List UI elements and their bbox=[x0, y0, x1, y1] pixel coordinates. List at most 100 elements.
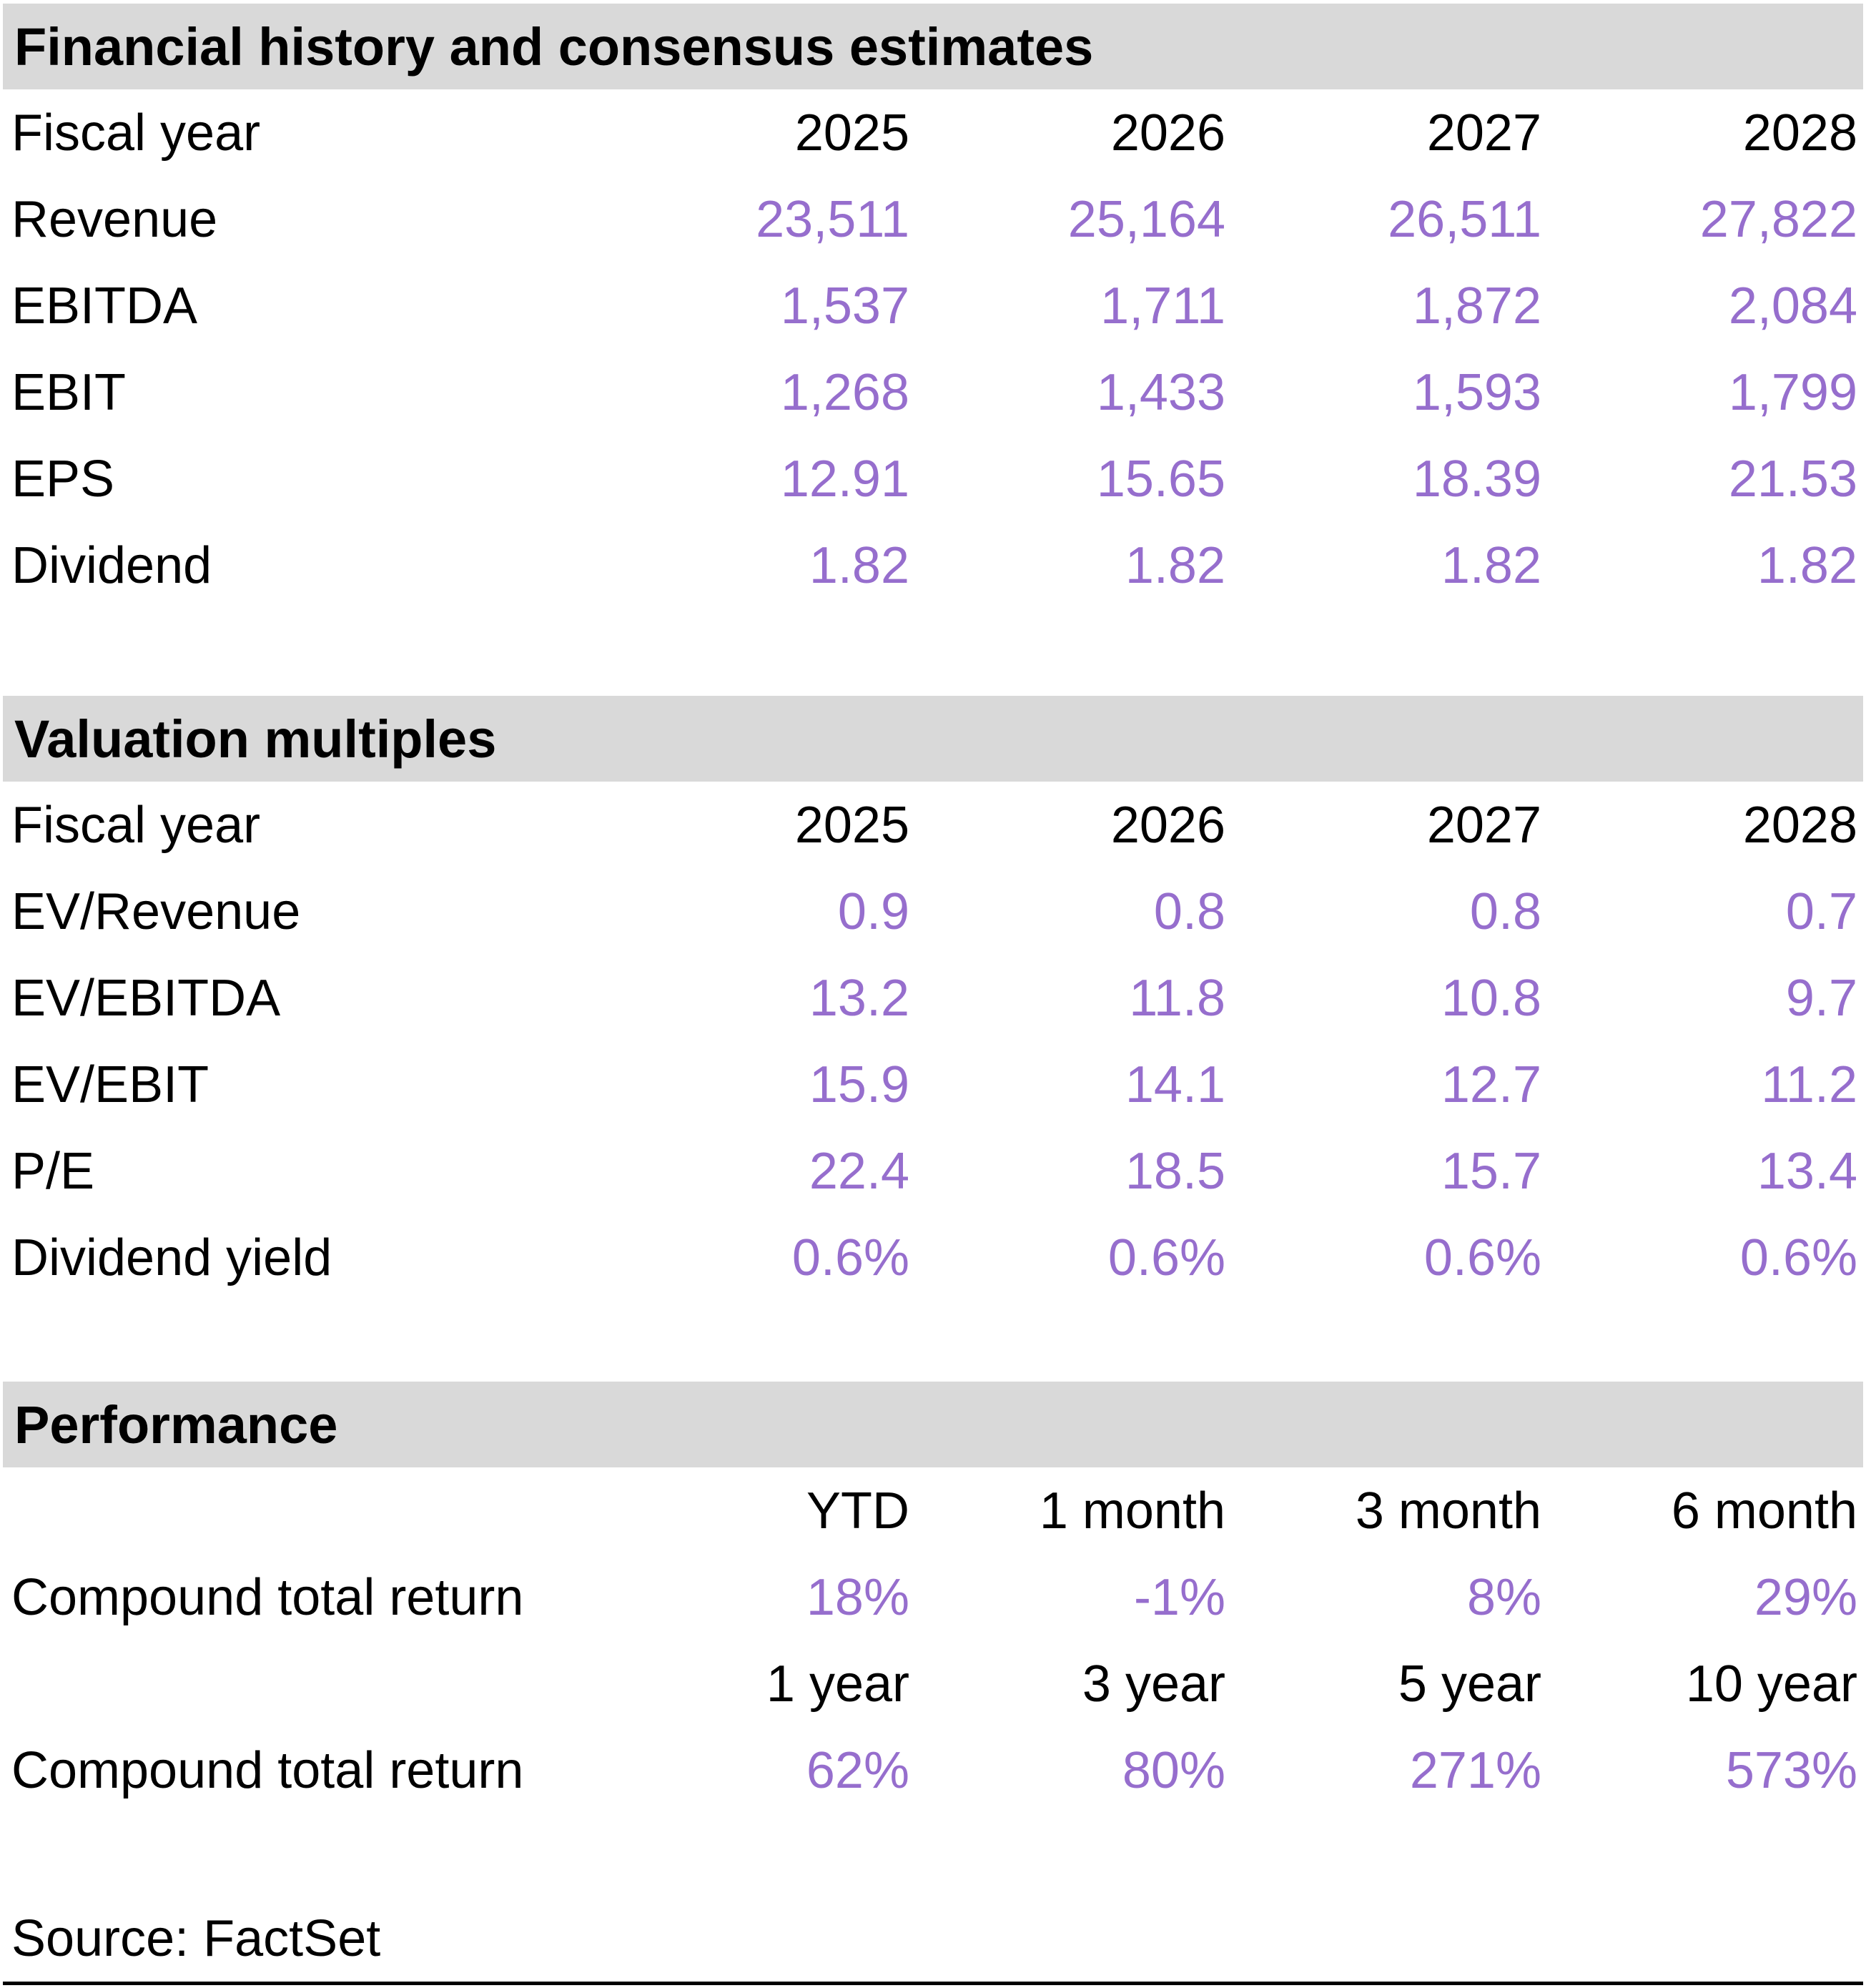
cell-value: 0.6% bbox=[1739, 1229, 1857, 1286]
cell-value: 21.53 bbox=[1728, 450, 1857, 508]
cell-value: 0.9 bbox=[837, 882, 909, 940]
column-header-year: 2026 bbox=[1110, 796, 1225, 854]
financial-summary-page: Financial history and consensus estimate… bbox=[0, 4, 1866, 1985]
section-title: Valuation multiples bbox=[14, 709, 497, 769]
cell-value: 15.7 bbox=[1441, 1142, 1541, 1200]
row-label: Compound total return bbox=[11, 1568, 524, 1626]
bottom-rule bbox=[3, 1982, 1863, 1985]
cell-value: 1,268 bbox=[780, 363, 909, 421]
row-label: EBITDA bbox=[11, 277, 198, 335]
column-header-year: 2025 bbox=[794, 104, 909, 162]
row-label: EPS bbox=[11, 450, 115, 508]
cell-value: 62% bbox=[806, 1741, 909, 1799]
row-label: EBIT bbox=[11, 363, 127, 421]
cell-value: 9.7 bbox=[1785, 969, 1857, 1027]
table-row-compound-total-return-long-term: Compound total return 62% 80% 271% 573% bbox=[0, 1727, 1866, 1814]
cell-value: -1% bbox=[1133, 1568, 1225, 1626]
cell-value: 573% bbox=[1725, 1741, 1857, 1799]
row-label: Revenue bbox=[11, 190, 218, 248]
section-header-performance: Performance bbox=[3, 1382, 1863, 1467]
column-header-year: 2026 bbox=[1110, 104, 1225, 162]
cell-value: 1.82 bbox=[1125, 536, 1225, 594]
cell-value: 0.6% bbox=[791, 1229, 909, 1286]
cell-value: 1,799 bbox=[1728, 363, 1857, 421]
table-row-compound-total-return-short-term: Compound total return 18% -1% 8% 29% bbox=[0, 1554, 1866, 1640]
cell-value: 1.82 bbox=[809, 536, 909, 594]
section-header-valuation-multiples: Valuation multiples bbox=[3, 696, 1863, 782]
cell-value: 1,711 bbox=[1100, 277, 1225, 335]
fiscal-year-header-row: Fiscal year 2025 2026 2027 2028 bbox=[0, 782, 1866, 868]
cell-value: 22.4 bbox=[809, 1142, 909, 1200]
cell-value: 1.82 bbox=[1441, 536, 1541, 594]
table-row-ev-ebitda: EV/EBITDA 13.2 11.8 10.8 9.7 bbox=[0, 955, 1866, 1041]
row-label: EV/EBITDA bbox=[11, 969, 281, 1027]
cell-value: 29% bbox=[1754, 1568, 1857, 1626]
cell-value: 1,537 bbox=[780, 277, 909, 335]
table-row-ev-revenue: EV/Revenue 0.9 0.8 0.8 0.7 bbox=[0, 868, 1866, 955]
cell-value: 23,511 bbox=[756, 190, 909, 248]
cell-value: 0.7 bbox=[1785, 882, 1857, 940]
cell-value: 0.8 bbox=[1469, 882, 1541, 940]
column-header-period: 1 month bbox=[1039, 1482, 1225, 1540]
cell-value: 8% bbox=[1466, 1568, 1541, 1626]
column-header-period: 5 year bbox=[1398, 1655, 1541, 1713]
row-label: Dividend yield bbox=[11, 1229, 332, 1286]
section-header-financial-history: Financial history and consensus estimate… bbox=[3, 4, 1863, 89]
cell-value: 12.91 bbox=[780, 450, 909, 508]
cell-value: 18.39 bbox=[1412, 450, 1541, 508]
cell-value: 12.7 bbox=[1441, 1055, 1541, 1113]
cell-value: 18% bbox=[806, 1568, 909, 1626]
column-header-year: 2025 bbox=[794, 796, 909, 854]
source-note: Source: FactSet bbox=[11, 1909, 381, 1967]
cell-value: 15.9 bbox=[809, 1055, 909, 1113]
fiscal-year-header-row: Fiscal year 2025 2026 2027 2028 bbox=[0, 89, 1866, 176]
column-header-period: YTD bbox=[806, 1482, 909, 1540]
cell-value: 25,164 bbox=[1067, 190, 1225, 248]
section-title: Performance bbox=[14, 1394, 338, 1455]
table-row-eps: EPS 12.91 15.65 18.39 21.53 bbox=[0, 436, 1866, 522]
column-header-year: 2027 bbox=[1426, 104, 1541, 162]
cell-value: 13.2 bbox=[809, 969, 909, 1027]
cell-value: 1,593 bbox=[1412, 363, 1541, 421]
cell-value: 1,872 bbox=[1412, 277, 1541, 335]
cell-value: 11.2 bbox=[1761, 1055, 1857, 1113]
cell-value: 1.82 bbox=[1757, 536, 1857, 594]
table-row-dividend-yield: Dividend yield 0.6% 0.6% 0.6% 0.6% bbox=[0, 1214, 1866, 1301]
cell-value: 2,084 bbox=[1728, 277, 1857, 335]
table-row-pe: P/E 22.4 18.5 15.7 13.4 bbox=[0, 1128, 1866, 1214]
table-row-dividend: Dividend 1.82 1.82 1.82 1.82 bbox=[0, 522, 1866, 609]
cell-value: 14.1 bbox=[1125, 1055, 1225, 1113]
column-header-period: 3 year bbox=[1082, 1655, 1225, 1713]
section-title: Financial history and consensus estimate… bbox=[14, 16, 1094, 77]
row-label: EV/EBIT bbox=[11, 1055, 209, 1113]
cell-value: 10.8 bbox=[1441, 969, 1541, 1027]
row-label: Compound total return bbox=[11, 1741, 524, 1799]
table-row-ebitda: EBITDA 1,537 1,711 1,872 2,084 bbox=[0, 262, 1866, 349]
period-header-row-short-term: YTD 1 month 3 month 6 month bbox=[0, 1467, 1866, 1554]
cell-value: 1,433 bbox=[1096, 363, 1225, 421]
cell-value: 15.65 bbox=[1096, 450, 1225, 508]
column-header-period: 1 year bbox=[766, 1655, 909, 1713]
row-label: Fiscal year bbox=[11, 104, 261, 162]
table-row-ev-ebit: EV/EBIT 15.9 14.1 12.7 11.2 bbox=[0, 1041, 1866, 1128]
table-row-ebit: EBIT 1,268 1,433 1,593 1,799 bbox=[0, 349, 1866, 436]
cell-value: 0.8 bbox=[1153, 882, 1225, 940]
cell-value: 80% bbox=[1122, 1741, 1225, 1799]
table-row-revenue: Revenue 23,511 25,164 26,511 27,822 bbox=[0, 176, 1866, 262]
cell-value: 271% bbox=[1409, 1741, 1541, 1799]
row-label: Fiscal year bbox=[11, 796, 261, 854]
cell-value: 26,511 bbox=[1388, 190, 1541, 248]
row-label: P/E bbox=[11, 1142, 95, 1200]
row-label: EV/Revenue bbox=[11, 882, 301, 940]
column-header-period: 6 month bbox=[1671, 1482, 1857, 1540]
row-label: Dividend bbox=[11, 536, 212, 594]
cell-value: 27,822 bbox=[1699, 190, 1857, 248]
period-header-row-long-term: 1 year 3 year 5 year 10 year bbox=[0, 1640, 1866, 1727]
cell-value: 13.4 bbox=[1757, 1142, 1857, 1200]
column-header-year: 2028 bbox=[1742, 796, 1857, 854]
column-header-year: 2027 bbox=[1426, 796, 1541, 854]
cell-value: 18.5 bbox=[1125, 1142, 1225, 1200]
cell-value: 0.6% bbox=[1107, 1229, 1225, 1286]
column-header-period: 10 year bbox=[1685, 1655, 1857, 1713]
cell-value: 11.8 bbox=[1129, 969, 1225, 1027]
